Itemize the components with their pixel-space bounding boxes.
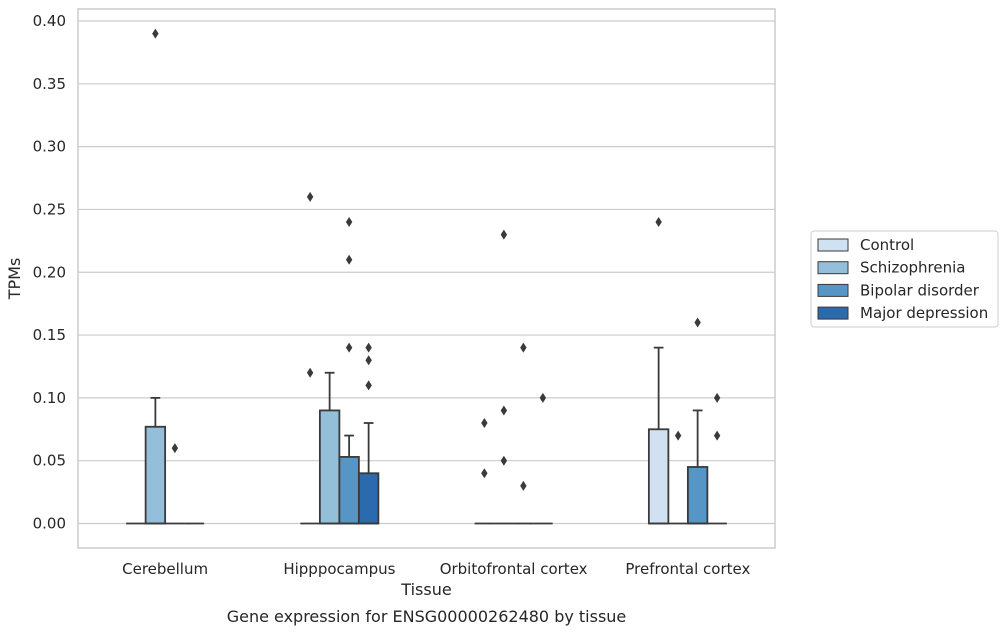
outlier-point — [481, 418, 488, 428]
box-control — [300, 191, 320, 525]
legend-label: Major depression — [860, 304, 988, 322]
outlier-point — [500, 405, 508, 416]
y-tick-label: 0.05 — [33, 452, 66, 470]
box-body — [357, 472, 380, 525]
x-tick-label: Cerebellum — [122, 560, 208, 578]
y-tick-label: 0.35 — [33, 75, 66, 93]
legend: Control Schizophrenia Bipolar disorder Majo… — [810, 230, 999, 328]
box-body — [318, 409, 341, 525]
outlier-point — [365, 355, 372, 366]
x-axis-title: Tissue — [400, 580, 451, 599]
box-bipolar-disorder — [165, 443, 185, 525]
outlier-point — [713, 392, 721, 403]
outlier-point — [365, 342, 372, 353]
box-body — [686, 466, 709, 525]
outlier-point — [500, 455, 508, 466]
x-tick-label: Prefrontal cortex — [625, 560, 750, 578]
box-schizophrenia — [144, 28, 167, 525]
x-tick-label: Hipppocampus — [283, 560, 395, 578]
box-schizophrenia — [668, 430, 688, 525]
outlier-point — [345, 217, 353, 227]
legend-label: Bipolar disorder — [860, 281, 980, 299]
y-tick-label: 0.15 — [33, 326, 66, 344]
outlier-point — [345, 254, 353, 265]
box-plots — [126, 28, 727, 525]
legend-swatch — [817, 261, 849, 275]
legend-swatch — [817, 306, 849, 320]
x-tick-label: Orbitofrontal cortex — [440, 560, 588, 578]
outlier-point — [500, 229, 508, 240]
y-tick-label: 0.25 — [33, 200, 66, 218]
box-major-depression — [357, 342, 380, 525]
outlier-point — [481, 468, 488, 479]
y-tick-label: 0.20 — [33, 263, 66, 281]
outlier-point — [345, 342, 353, 353]
box-body — [144, 425, 167, 525]
y-axis-ticks: 0.00 0.05 0.10 0.15 0.20 0.25 0.30 0.35 0.40 — [33, 12, 66, 533]
box-major-depression — [707, 392, 727, 525]
outlier-point — [152, 28, 159, 39]
outlier-point — [306, 191, 314, 202]
y-tick-label: 0.40 — [33, 12, 66, 30]
box-major-depression — [533, 392, 553, 525]
outlier-point — [171, 443, 179, 454]
box-schizophrenia — [318, 371, 341, 525]
y-tick-label: 0.00 — [33, 515, 66, 533]
plot-area-frame — [77, 8, 776, 549]
legend-swatch — [817, 238, 849, 252]
outlier-point — [306, 367, 314, 378]
outlier-point — [365, 380, 372, 391]
outlier-point — [694, 317, 701, 328]
box-bipolar-disorder — [686, 317, 709, 525]
box-bipolar-disorder — [513, 342, 534, 525]
outlier-point — [713, 430, 721, 441]
outlier-point — [539, 392, 547, 403]
legend-label: Control — [860, 236, 914, 254]
box-bipolar-disorder — [338, 217, 360, 525]
outlier-point — [520, 342, 527, 353]
x-axis-ticks: Cerebellum Hipppocampus Orbitofrontal cort… — [122, 560, 750, 578]
y-tick-label: 0.10 — [33, 389, 66, 407]
outlier-point — [655, 217, 662, 227]
y-axis-title: TPMs — [5, 258, 24, 301]
legend-frame — [810, 230, 999, 328]
gridlines — [78, 20, 775, 525]
box-schizophrenia — [494, 229, 514, 525]
outlier-point — [674, 430, 682, 441]
outlier-point — [520, 480, 527, 491]
box-control — [474, 418, 495, 525]
box-body — [338, 456, 360, 525]
y-tick-label: 0.30 — [33, 138, 66, 156]
legend-label: Schizophrenia — [860, 259, 965, 277]
box-control — [647, 217, 670, 525]
legend-swatch — [817, 283, 849, 297]
box-body — [647, 428, 670, 525]
chart-caption: Gene expression for ENSG00000262480 by t… — [227, 607, 627, 626]
